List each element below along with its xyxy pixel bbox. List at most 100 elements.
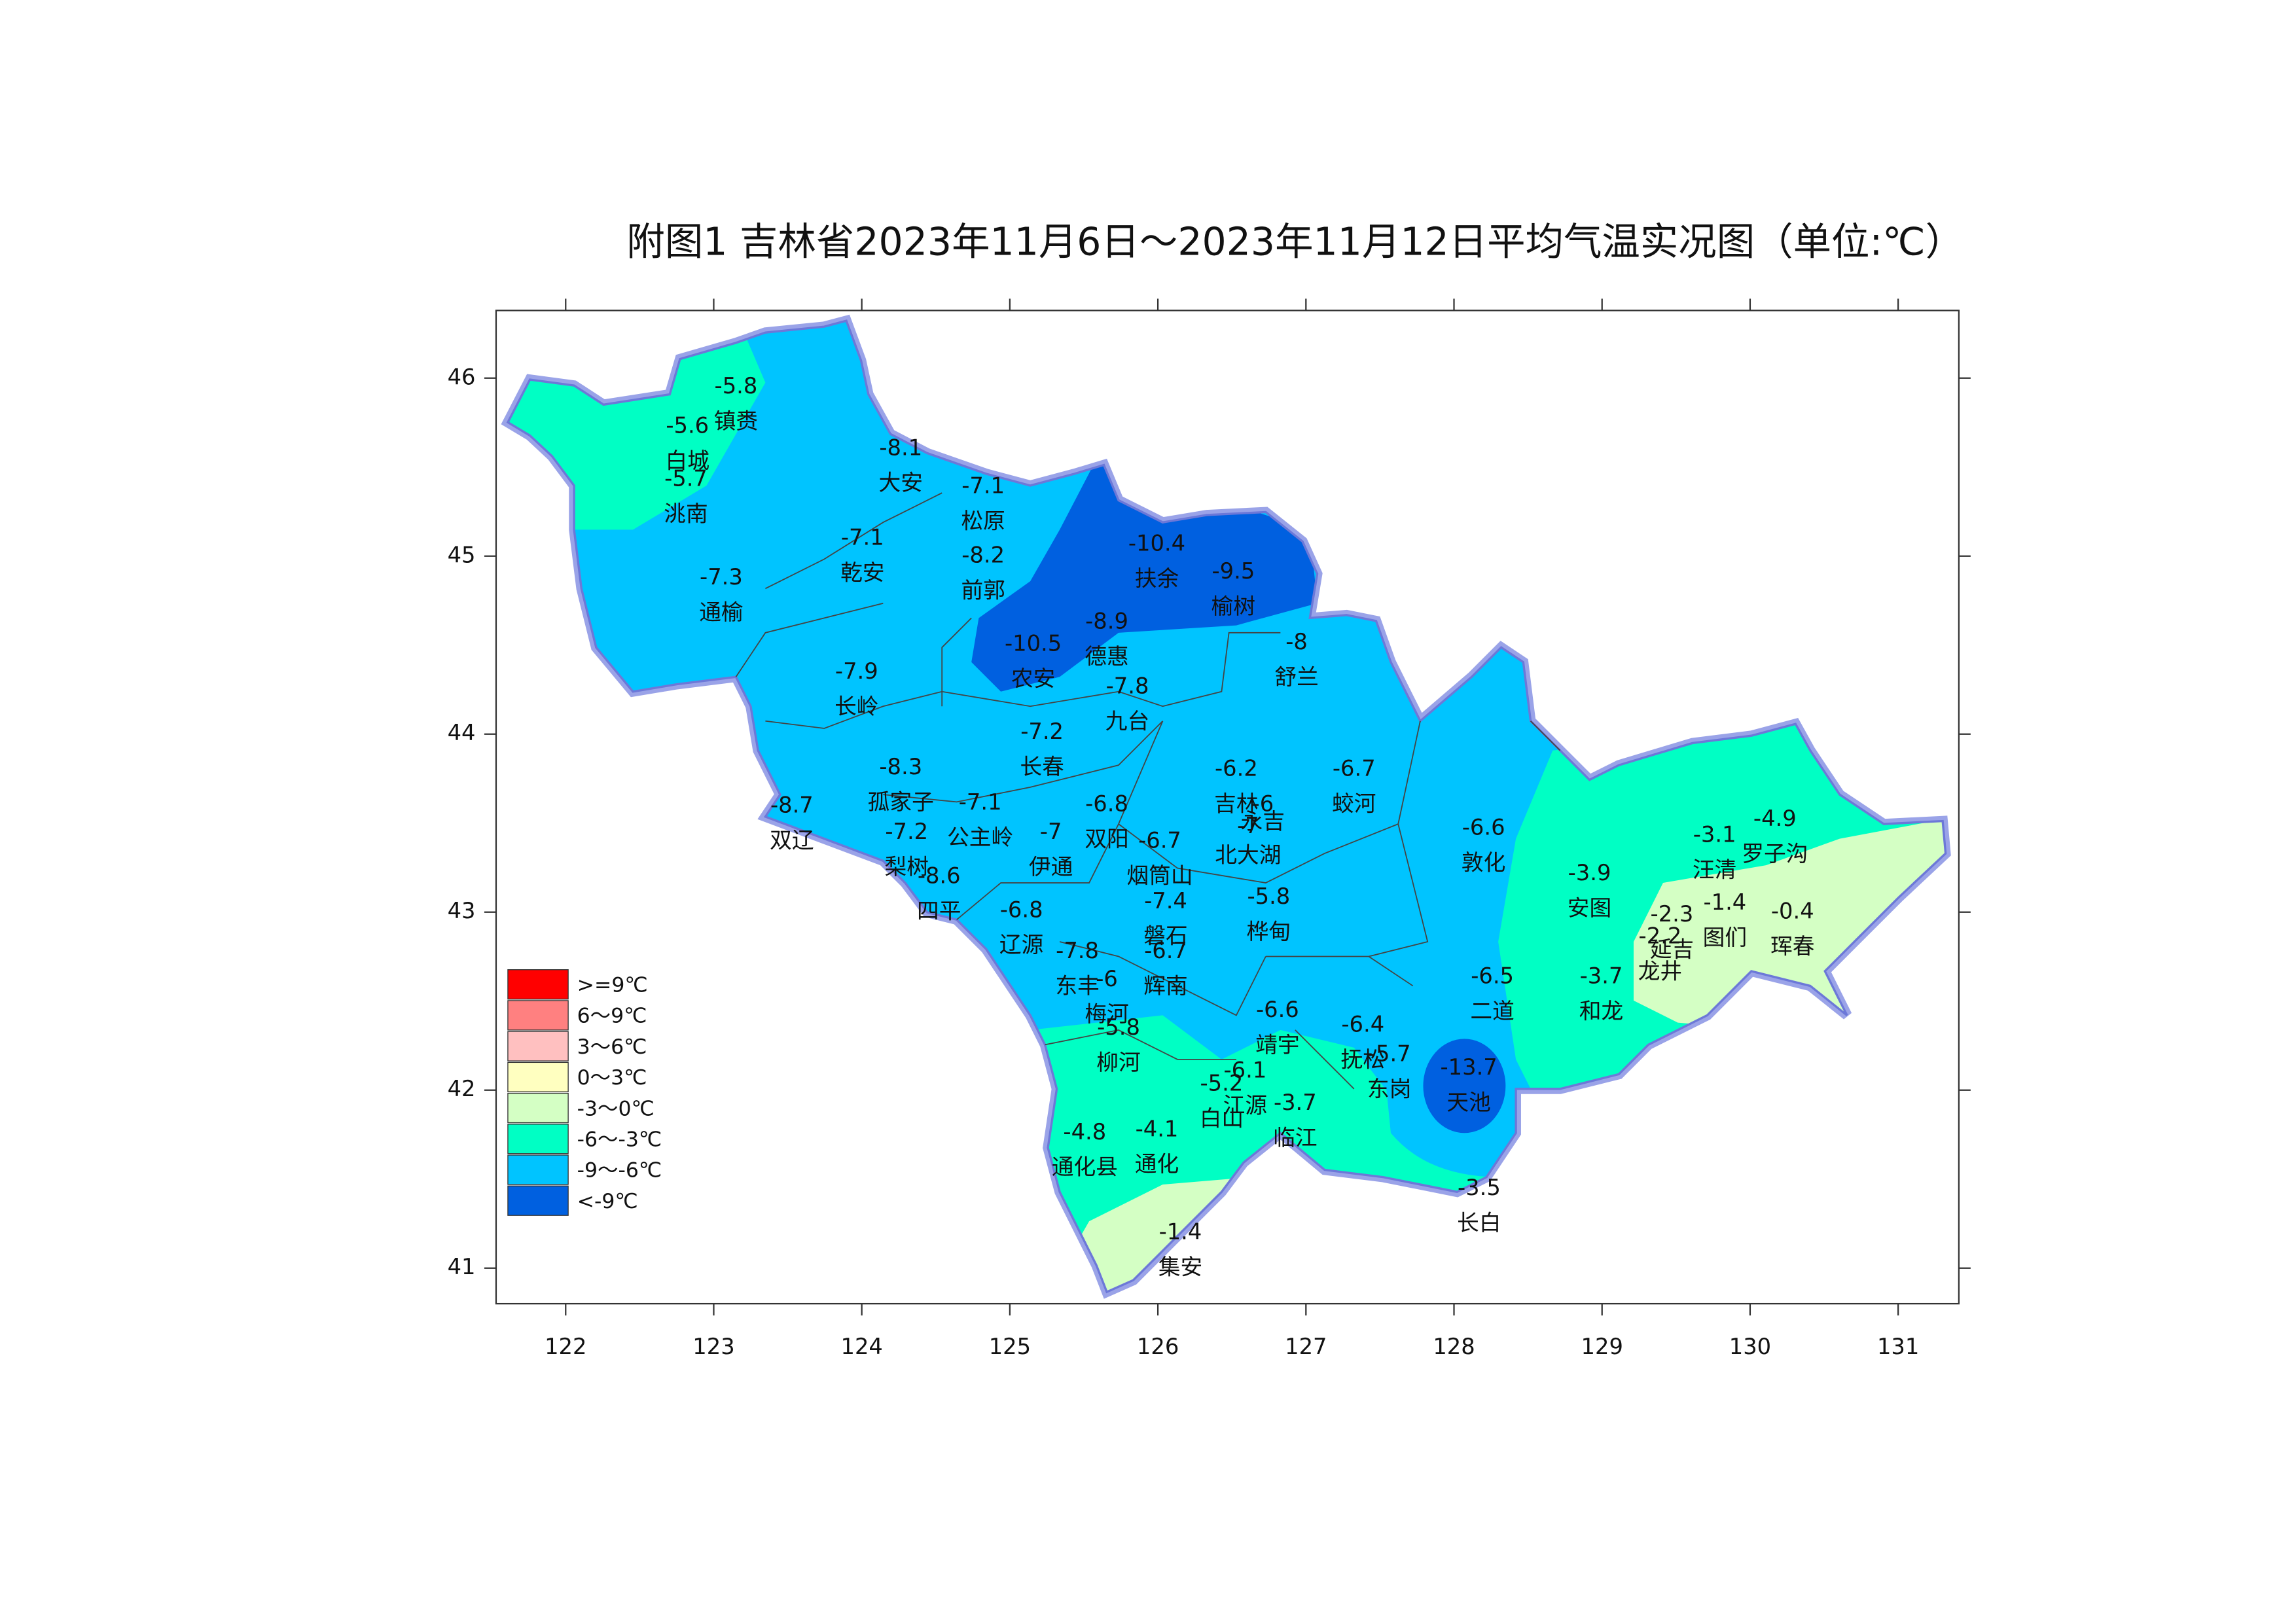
station-name: 图们 — [1703, 925, 1747, 950]
legend-swatch — [507, 1031, 569, 1061]
station-name: 通化县 — [1052, 1154, 1118, 1180]
station-value: -8 — [1285, 629, 1308, 654]
legend-label: >=9℃ — [577, 973, 648, 997]
station-value: -7.3 — [700, 564, 743, 590]
station-value: -7.8 — [1106, 673, 1149, 699]
station-name: 汪清 — [1693, 857, 1736, 883]
stations: -5.8镇赉-5.6白城-5.7洮南-8.1大安 -7.1松原-7.1乾安-8.2… — [664, 373, 1814, 1280]
y-tick-label: 45 — [448, 542, 476, 567]
x-tick-label: 128 — [1433, 1334, 1475, 1359]
station-value: -1.4 — [1703, 889, 1746, 915]
station-name: 扶余 — [1135, 565, 1179, 591]
station-value: -6.7 — [1333, 755, 1376, 781]
station-value: -10.5 — [1005, 630, 1062, 656]
y-tick-label: 42 — [448, 1076, 476, 1101]
legend-label: <-9℃ — [577, 1190, 638, 1213]
x-tick-label: 129 — [1581, 1334, 1623, 1359]
station-name: 舒兰 — [1274, 664, 1318, 690]
station-value: -0.4 — [1771, 899, 1814, 924]
station-name: 龙井 — [1638, 959, 1682, 984]
station-name: 九台 — [1105, 708, 1149, 734]
station-name: 松原 — [961, 508, 1005, 534]
station-value: -3.1 — [1693, 822, 1736, 847]
station-name: 辉南 — [1143, 973, 1187, 999]
station-name: 孤家子 — [868, 789, 934, 815]
y-tick-label: 41 — [448, 1254, 476, 1279]
station-value: -5.8 — [715, 373, 758, 399]
station-name: 二道 — [1470, 998, 1514, 1024]
station-value: -7 — [1040, 819, 1062, 844]
station-name: 北大湖 — [1215, 842, 1281, 868]
station-name: 洮南 — [664, 501, 708, 526]
station-value: -5.7 — [1368, 1041, 1411, 1067]
station-value: -4.8 — [1063, 1119, 1106, 1145]
station-value: -3.5 — [1458, 1175, 1501, 1200]
station-name: 农安 — [1011, 666, 1055, 691]
station-name: 天池 — [1446, 1090, 1490, 1115]
station-name: 长春 — [1020, 754, 1064, 779]
station-name: 磐石 — [1143, 923, 1187, 949]
station-value: -13.7 — [1441, 1054, 1498, 1080]
station-name: 敦化 — [1462, 849, 1505, 875]
station-value: -7.4 — [1144, 888, 1187, 914]
station-value: -9.5 — [1212, 558, 1255, 584]
station-value: -7.1 — [959, 789, 1002, 815]
station-value: -7.1 — [841, 524, 884, 550]
station-name: 靖宇 — [1255, 1032, 1299, 1058]
station-value: -6 — [1252, 791, 1274, 816]
station-value: -7.2 — [885, 819, 928, 844]
station-value: -6 — [1096, 966, 1118, 991]
station-name: 镇赉 — [714, 408, 758, 434]
station-name: 永吉 — [1241, 808, 1285, 834]
station-name: 辽源 — [999, 932, 1043, 957]
station-name: 安图 — [1568, 895, 1611, 921]
station-value: -5.8 — [1097, 1014, 1140, 1040]
x-tick-label: 125 — [989, 1334, 1031, 1359]
station-value: -5.2 — [1200, 1071, 1244, 1096]
station-value: -5.8 — [1247, 883, 1290, 909]
legend: >=9℃ 6～9℃ 3～6℃ 0～3℃ -3～0℃ -6～-3℃ -9～-6℃ <-9℃ — [507, 969, 662, 1216]
station-name: 蛟河 — [1332, 791, 1376, 816]
station-value: -6.4 — [1341, 1012, 1384, 1037]
y-tick-label: 46 — [448, 364, 476, 389]
station-name: 长白 — [1457, 1210, 1501, 1236]
station-name: 大安 — [879, 470, 923, 495]
station-value: -6.8 — [1085, 791, 1128, 816]
station-value: -7 — [1237, 813, 1259, 838]
station-value: -2.3 — [1651, 901, 1694, 927]
legend-swatch — [507, 969, 569, 1000]
station-name: 集安 — [1158, 1255, 1202, 1280]
station-value: -6.6 — [1462, 814, 1505, 840]
station-name: 珲春 — [1770, 933, 1814, 959]
station-name: 德惠 — [1085, 644, 1128, 669]
station-name: 罗子沟 — [1742, 841, 1808, 866]
station-value: -4.1 — [1136, 1116, 1179, 1141]
station-name: 乾安 — [840, 560, 884, 585]
station-value: -8.7 — [770, 793, 814, 818]
station-name: 东丰 — [1055, 973, 1099, 999]
x-tick-label: 126 — [1137, 1334, 1179, 1359]
station-value: -3.7 — [1274, 1090, 1317, 1115]
legend-label: -3～0℃ — [577, 1097, 655, 1120]
station-name: 公主岭 — [947, 825, 1013, 850]
station-name: 榆树 — [1211, 594, 1255, 619]
station-name: 伊通 — [1029, 854, 1073, 880]
legend-label: -9～-6℃ — [577, 1159, 662, 1183]
x-tick-label: 123 — [692, 1334, 734, 1359]
station-name: 吉林 — [1214, 791, 1258, 816]
station-name: 通榆 — [699, 599, 743, 625]
x-tick-label: 131 — [1877, 1334, 1919, 1359]
station-value: -6.7 — [1144, 938, 1187, 963]
legend-swatch — [507, 1185, 569, 1216]
station-name: 临江 — [1273, 1125, 1317, 1150]
station-name: 通化 — [1135, 1151, 1179, 1177]
station-value: -10.4 — [1128, 530, 1185, 556]
zone-north — [971, 459, 1318, 692]
y-tick-label: 43 — [448, 898, 476, 923]
station-name: 前郭 — [961, 577, 1005, 603]
station-value: -7.9 — [835, 658, 878, 684]
station-name: 桦甸 — [1247, 919, 1291, 944]
station-value: -8.6 — [918, 863, 961, 889]
zone-tianchi — [1423, 1039, 1506, 1133]
station-name: 长岭 — [834, 694, 878, 719]
